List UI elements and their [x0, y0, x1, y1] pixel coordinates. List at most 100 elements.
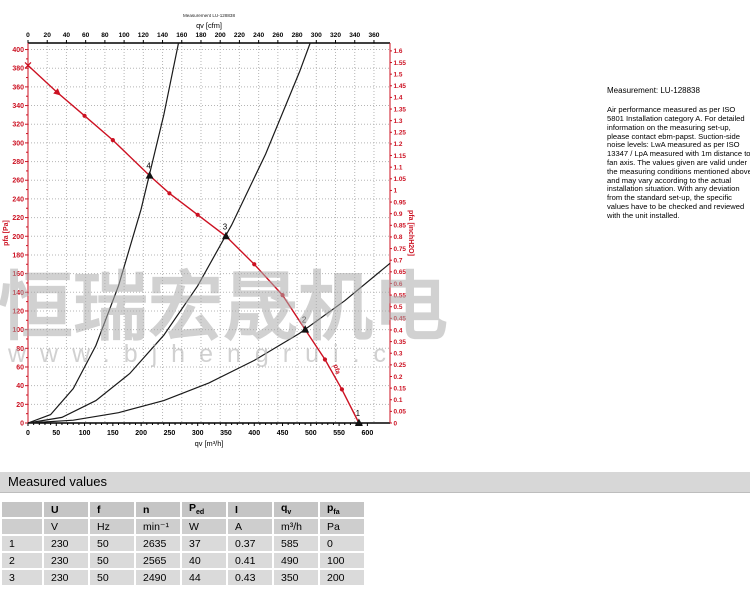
measured-values-section-header: Measured values — [0, 472, 750, 493]
table-row: 2 230 50 2565 40 0.41 490 100 — [2, 553, 364, 568]
tick-label-right: 0.8 — [394, 234, 403, 241]
tick-label-left: 180 — [12, 252, 24, 259]
chart-caption: Measurement LU-128838 — [183, 13, 236, 18]
column-header: f — [90, 502, 134, 517]
fan-performance-chart: 0 20 40 60 80 100 120 140 160 180 200 220 240 260 280 3… — [0, 0, 430, 465]
tick-label-left: 320 — [12, 122, 24, 129]
tick-label-top: 360 — [368, 32, 379, 39]
tick-label-left: 260 — [12, 178, 24, 185]
fan-curve-marker — [110, 138, 115, 143]
fan-curve-label: pfa — [332, 364, 342, 376]
value-cell: 50 — [90, 536, 134, 551]
value-cell: 2635 — [136, 536, 180, 551]
tick-label-top: 160 — [176, 32, 187, 39]
tick-label-right: 0 — [394, 420, 398, 427]
column-unit: V — [44, 519, 88, 534]
value-cell: 230 — [44, 570, 88, 585]
tick-label-top: 320 — [330, 32, 341, 39]
column-unit: Hz — [90, 519, 134, 534]
tick-label-right: 1.25 — [394, 130, 407, 137]
measurement-id: Measurement: LU-128838 — [607, 86, 700, 95]
value-cell: 2490 — [136, 570, 180, 585]
tick-label-right: 0.85 — [394, 223, 407, 230]
operating-point-marker — [145, 171, 154, 179]
tick-label-top: 40 — [63, 32, 71, 39]
operating-point-marker — [221, 231, 230, 240]
tick-label-right: 0.7 — [394, 258, 403, 265]
tick-label-left: 340 — [12, 103, 24, 110]
tick-label-right: 0.5 — [394, 304, 403, 311]
tick-label-top: 300 — [311, 32, 322, 39]
tick-label-right: 0.45 — [394, 316, 407, 323]
column-header: pfa — [320, 502, 364, 517]
column-header: U — [44, 502, 88, 517]
system-curve-2 — [27, 262, 391, 424]
tick-label-right: 0.05 — [394, 409, 407, 416]
operating-point-label: 2 — [302, 316, 307, 325]
tick-label-bottom: 400 — [248, 430, 260, 437]
tick-label-right: 1.45 — [394, 83, 407, 90]
tick-label-right: 0.1 — [394, 397, 403, 404]
tick-label-bottom: 450 — [277, 430, 289, 437]
tick-label-right: 1.35 — [394, 106, 407, 113]
tick-label-left: 160 — [12, 271, 24, 278]
column-unit: A — [228, 519, 272, 534]
value-cell: 40 — [182, 553, 226, 568]
system-curve-4 — [27, 42, 180, 424]
section-title: Measured values — [8, 474, 107, 489]
tick-label-top: 0 — [26, 32, 30, 39]
tick-label-right: 0.35 — [394, 339, 407, 346]
system-curve-3 — [27, 42, 311, 424]
tick-label-right: 1.05 — [394, 176, 407, 183]
tick-label-right: 0.4 — [394, 327, 403, 334]
value-cell: 490 — [274, 553, 318, 568]
fan-curve-marker — [82, 113, 87, 118]
value-cell: 100 — [320, 553, 364, 568]
fan-curve-marker — [252, 262, 257, 267]
tick-label-right: 0.3 — [394, 351, 403, 358]
tick-label-top: 120 — [138, 32, 149, 39]
tick-label-left: 240 — [12, 196, 24, 203]
column-unit: m³/h — [274, 519, 318, 534]
operating-point-marker — [354, 418, 363, 426]
tick-label-right: 1.55 — [394, 60, 407, 67]
tick-label-left: 220 — [12, 215, 24, 222]
value-cell: 50 — [90, 553, 134, 568]
tick-label-bottom: 50 — [52, 430, 60, 437]
tick-label-top: 220 — [234, 32, 245, 39]
tick-label-top: 340 — [349, 32, 360, 39]
fan-curve-marker — [322, 357, 328, 362]
table-row: 1 230 50 2635 37 0.37 585 0 — [2, 536, 364, 551]
axis-title-right: pfa [inchH2O] — [407, 210, 414, 256]
tick-label-right: 1.5 — [394, 71, 403, 78]
tick-label-top: 100 — [119, 32, 130, 39]
row-number: 3 — [2, 570, 42, 585]
tick-label-right: 0.65 — [394, 269, 407, 276]
tick-label-left: 200 — [12, 234, 24, 241]
column-header: n — [136, 502, 180, 517]
tick-label-bottom: 550 — [333, 430, 345, 437]
value-cell: 585 — [274, 536, 318, 551]
operating-point-label: 4 — [146, 162, 151, 171]
tick-label-right: 0.55 — [394, 292, 407, 299]
tick-label-left: 300 — [12, 140, 24, 147]
value-cell: 230 — [44, 553, 88, 568]
tick-label-top: 60 — [82, 32, 90, 39]
value-cell: 0.41 — [228, 553, 272, 568]
row-number: 2 — [2, 553, 42, 568]
tick-label-bottom: 150 — [107, 430, 119, 437]
tick-label-right: 1.15 — [394, 153, 407, 160]
column-unit — [2, 519, 42, 534]
axis-title-top: qv [cfm] — [196, 21, 222, 30]
tick-label-right: 1 — [394, 188, 398, 195]
measurement-note: Measurement: LU-128838 Air performance m… — [607, 86, 750, 221]
tick-label-left: 100 — [12, 327, 24, 334]
value-cell: 2565 — [136, 553, 180, 568]
column-header — [2, 502, 42, 517]
chart-svg: 0204060801001201401601802002202402602803… — [3, 13, 414, 448]
column-unit: min⁻¹ — [136, 519, 180, 534]
tick-label-bottom: 0 — [26, 430, 30, 437]
tick-label-right: 1.2 — [394, 141, 403, 148]
tick-label-left: 400 — [12, 47, 24, 54]
